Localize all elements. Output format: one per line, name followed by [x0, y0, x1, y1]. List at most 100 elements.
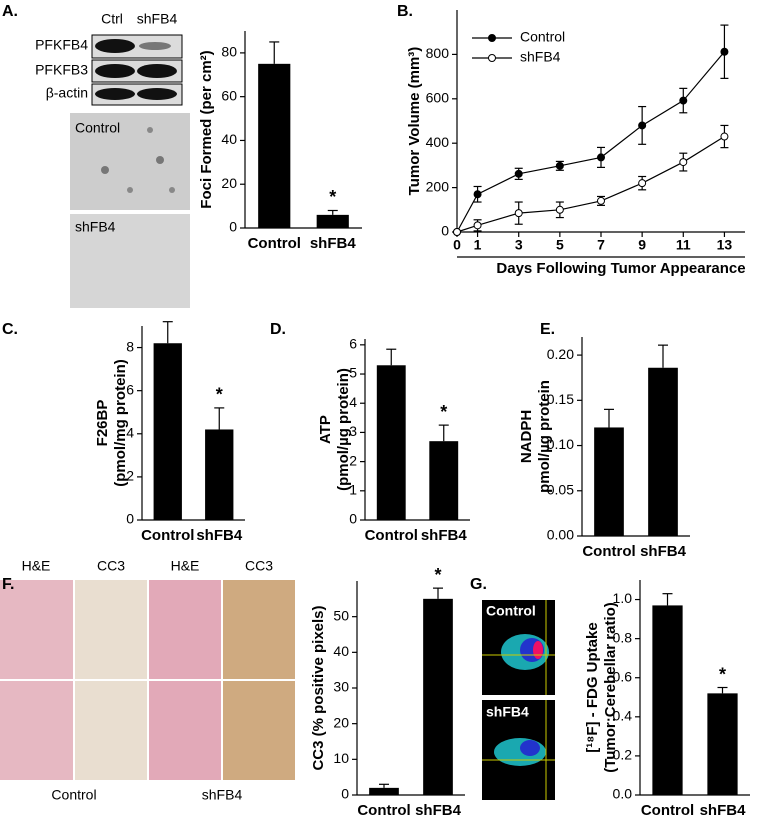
y-axis-label: [¹⁸F] - FDG Uptake — [584, 622, 601, 752]
y-tick-label: 0 — [441, 223, 449, 239]
marker — [453, 228, 461, 236]
colony — [127, 187, 133, 193]
marker — [555, 205, 564, 214]
colony-image — [70, 214, 190, 308]
y-axis-label: ATP — [317, 415, 334, 444]
y-tick-label: 0.8 — [613, 629, 633, 645]
x-tick-label: shFB4 — [415, 802, 462, 816]
y-tick-label: 200 — [426, 178, 450, 194]
panel-label: G. — [470, 576, 487, 593]
group-label: Control — [51, 787, 96, 803]
x-tick-label: shFB4 — [421, 527, 468, 544]
marker — [720, 132, 729, 141]
x-tick-label: 1 — [474, 237, 482, 253]
lane-label: Ctrl — [101, 11, 123, 27]
band — [95, 64, 135, 78]
y-tick-label: 3 — [349, 423, 357, 439]
bar — [369, 787, 399, 795]
colony — [147, 127, 153, 133]
y-tick-label: 40 — [221, 131, 237, 147]
annotation: * — [434, 565, 441, 585]
y-tick-label: 0.0 — [613, 786, 633, 802]
annotation: * — [329, 187, 336, 207]
marker — [597, 196, 605, 205]
panel-label: C. — [2, 321, 18, 338]
group-label: shFB4 — [202, 787, 243, 803]
bar — [652, 605, 683, 795]
y-tick-label: 4 — [126, 424, 134, 440]
y-axis-label: (Tumor:Cerebellar ratio) — [602, 602, 619, 773]
x-tick-label: 9 — [638, 237, 646, 253]
y-axis-label: F26BP — [94, 400, 111, 447]
x-tick-label: Control — [248, 235, 301, 252]
y-tick-label: 2 — [349, 452, 357, 468]
x-tick-label: Control — [357, 802, 410, 816]
y-tick-label: 2 — [126, 468, 134, 484]
annotation: * — [216, 385, 223, 405]
x-tick-label: Control — [365, 527, 418, 544]
y-axis-label: Foci Formed (per cm²) — [198, 50, 215, 208]
image-label: shFB4 — [486, 704, 529, 720]
bar — [429, 441, 459, 520]
annotation: * — [440, 402, 447, 422]
y-axis-label: CC3 (% positive pixels) — [310, 605, 327, 770]
y-tick-label: 0 — [126, 511, 134, 527]
bar — [594, 427, 624, 536]
y-tick-label: 40 — [333, 643, 349, 659]
x-tick-label: 5 — [556, 237, 564, 253]
y-tick-label: 0.10 — [547, 436, 574, 452]
y-tick-label: 60 — [221, 87, 237, 103]
marker — [638, 121, 647, 130]
y-tick-label: 1.0 — [613, 590, 633, 606]
y-tick-label: 0 — [349, 511, 357, 527]
x-tick-label: 13 — [717, 237, 733, 253]
marker — [555, 161, 564, 170]
colony — [101, 166, 109, 174]
band — [137, 88, 177, 100]
bar — [205, 429, 234, 520]
legend-label: shFB4 — [520, 49, 561, 65]
panel-label: F. — [2, 576, 14, 593]
y-tick-label: 0.05 — [547, 481, 574, 497]
marker — [679, 96, 688, 105]
y-tick-label: 0.2 — [613, 747, 633, 763]
bar — [707, 693, 738, 795]
y-tick-label: 0.6 — [613, 668, 633, 684]
y-tick-label: 0.00 — [547, 527, 574, 543]
colony — [169, 187, 175, 193]
band — [95, 88, 135, 100]
y-axis-label: (pmol/µg protein) — [335, 368, 352, 491]
y-tick-label: 80 — [221, 44, 237, 60]
y-tick-label: 4 — [349, 394, 357, 410]
stain-label: H&E — [171, 558, 200, 574]
x-tick-label: shFB4 — [700, 802, 747, 816]
band — [95, 39, 135, 53]
y-axis-label: NADPH — [518, 410, 535, 463]
y-tick-label: 0 — [341, 786, 349, 802]
annotation: * — [719, 664, 726, 684]
bar — [153, 343, 182, 520]
blot-label: β-actin — [46, 85, 88, 101]
marker — [638, 179, 647, 188]
bar — [423, 598, 453, 795]
y-tick-label: 800 — [426, 45, 450, 61]
x-tick-label: Control — [141, 527, 194, 544]
y-axis-label: pmol/µg protein — [536, 380, 553, 493]
x-tick-label: 11 — [676, 237, 691, 253]
y-tick-label: 50 — [333, 607, 349, 623]
image-label: Control — [486, 603, 536, 619]
legend-label: Control — [520, 29, 565, 45]
y-axis-label: Tumor Volume (mm³) — [406, 47, 423, 196]
y-tick-label: 6 — [349, 336, 357, 352]
panel-label: D. — [270, 321, 286, 338]
band — [139, 42, 171, 50]
y-tick-label: 600 — [426, 90, 450, 106]
image-label: shFB4 — [75, 219, 116, 235]
y-tick-label: 0 — [229, 219, 237, 235]
stain-label: H&E — [22, 558, 51, 574]
y-tick-label: 10 — [333, 750, 349, 766]
pet-signal — [533, 641, 543, 659]
x-tick-label: 7 — [597, 237, 605, 253]
marker — [514, 169, 523, 178]
